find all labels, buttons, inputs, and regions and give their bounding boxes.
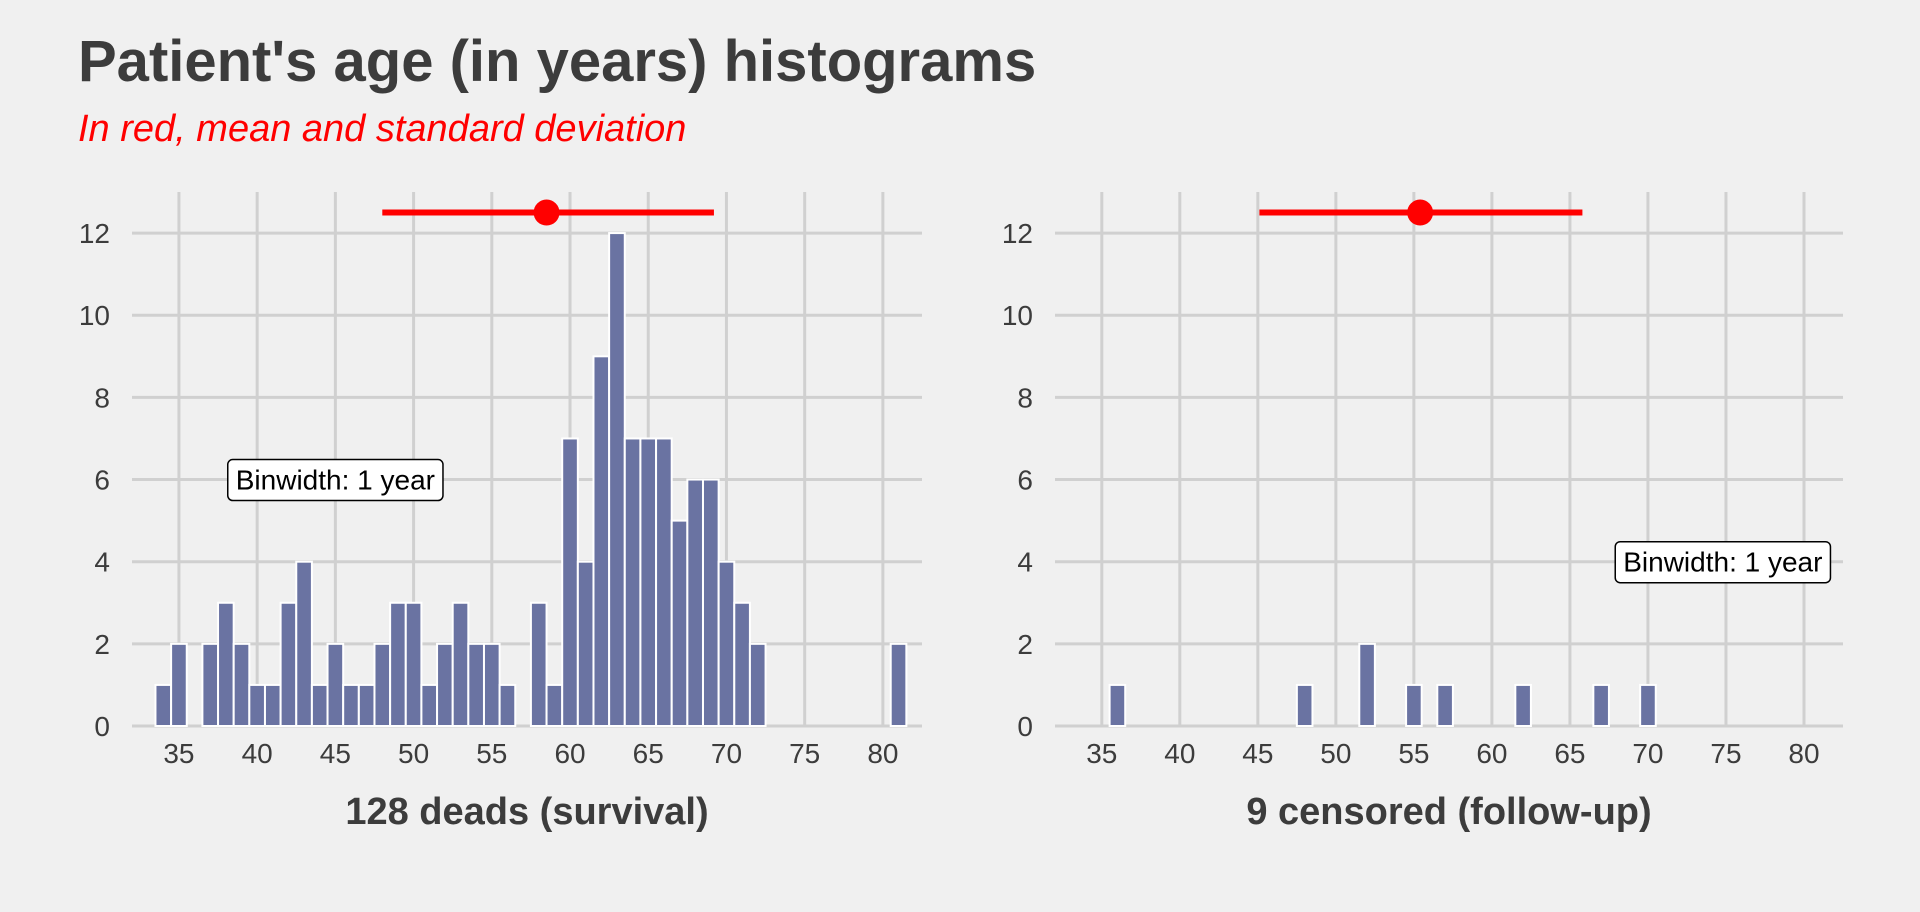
binwidth-annotation: Binwidth: 1 year [1614,540,1832,584]
histogram-bar [482,642,501,727]
x-tick-label: 55 [476,738,507,769]
x-tick-label: 70 [711,738,742,769]
histogram-bar [608,232,626,727]
histogram-bar [279,601,298,727]
y-tick-label: 2 [94,629,110,660]
x-tick-label: 35 [163,738,194,769]
y-tick-label: 8 [1017,382,1033,413]
histogram-bar [342,683,360,728]
x-tick-label: 55 [1398,738,1429,769]
histogram-bar [529,601,548,727]
binwidth-annotation-box [1614,540,1832,584]
y-tick-label: 0 [1017,711,1033,742]
x-tick-label: 50 [398,738,429,769]
x-tick-label: 70 [1632,738,1663,769]
binwidth-annotation-box [227,458,444,502]
binwidth-annotation-text: Binwidth: 1 year [236,465,435,496]
y-tick-label: 4 [1017,547,1033,578]
histogram-bar [467,642,485,727]
y-tick-label: 8 [94,382,110,413]
panel-censored: 0 2 4 6 8 10 12 35 40 45 50 55 60 65 70 75 80 9 censored … [1002,192,1843,833]
panel-deads: 0 2 4 6 8 10 12 35 40 45 50 55 60 65 70 75 80 128 deads (… [79,192,922,833]
histogram-bar [436,642,454,727]
histogram-bar [263,683,282,728]
x-tick-label: 45 [320,738,351,769]
binwidth-annotation-text: Binwidth: 1 year [1623,547,1822,578]
histogram-bar [248,683,266,728]
histogram-bar [232,642,251,727]
histogram-bar [310,683,329,728]
histogram-bar [1108,683,1127,728]
x-tick-label: 60 [1476,738,1507,769]
chart-title: Patient's age (in years) histograms [78,29,1037,94]
y-tick-label: 2 [1017,629,1033,660]
histogram-bar [1639,683,1657,728]
histogram-bar [451,601,470,727]
histogram-bar [1358,642,1376,727]
mean-point [533,199,560,226]
histogram-bar [717,560,736,728]
histogram-bar [1592,683,1610,728]
y-tick-label: 12 [79,218,110,249]
histogram-bar [576,560,595,728]
x-tick-label: 35 [1086,738,1117,769]
x-tick-label: 40 [242,738,273,769]
histogram-bar [1405,683,1423,728]
x-axis-label: 128 deads (survival) [345,791,708,833]
histogram-bar [733,601,751,727]
histogram-bar [561,437,579,727]
histogram-bar [639,437,658,727]
histogram-bar [217,601,235,727]
x-tick-label: 65 [1554,738,1585,769]
x-axis-label: 9 censored (follow-up) [1246,791,1651,833]
x-tick-label: 75 [789,738,820,769]
x-tick-label: 65 [633,738,664,769]
mean-point [1407,199,1434,226]
histogram-bar [373,642,392,727]
histogram-bar [420,683,439,728]
histogram-bar [498,683,517,728]
histogram-bar [154,683,173,728]
y-tick-label: 4 [94,547,110,578]
histogram-bar [201,642,220,727]
histogram-bar [170,642,188,727]
histogram-bar [592,355,611,727]
x-tick-label: 60 [554,738,585,769]
histogram-bar [623,437,642,727]
y-tick-label: 6 [1017,465,1033,496]
histogram-bar [1295,683,1314,728]
y-tick-label: 10 [1002,300,1033,331]
histogram-bar [295,560,313,728]
histogram-bar [1436,683,1454,728]
x-tick-label: 80 [867,738,898,769]
histogram-bar [545,683,564,728]
histogram-bar [404,601,423,727]
x-tick-label: 45 [1242,738,1273,769]
histogram-bar [389,601,407,727]
histogram-bar [357,683,376,728]
histogram-bar [889,642,908,727]
histogram-bar [748,642,767,727]
histogram-bar [686,478,704,727]
y-tick-label: 10 [79,300,110,331]
histogram-bar [326,642,345,727]
binwidth-annotation: Binwidth: 1 year [227,458,444,502]
y-tick-label: 12 [1002,218,1033,249]
x-tick-label: 80 [1788,738,1819,769]
histogram-bar [670,519,689,727]
y-tick-label: 6 [94,465,110,496]
chart-subtitle: In red, mean and standard deviation [78,108,687,150]
y-tick-label: 0 [94,711,110,742]
histogram-bar [655,437,673,727]
x-tick-label: 75 [1710,738,1741,769]
histogram-bar [701,478,720,727]
x-tick-label: 50 [1320,738,1351,769]
histogram-bar [1514,683,1532,728]
x-tick-label: 40 [1164,738,1195,769]
